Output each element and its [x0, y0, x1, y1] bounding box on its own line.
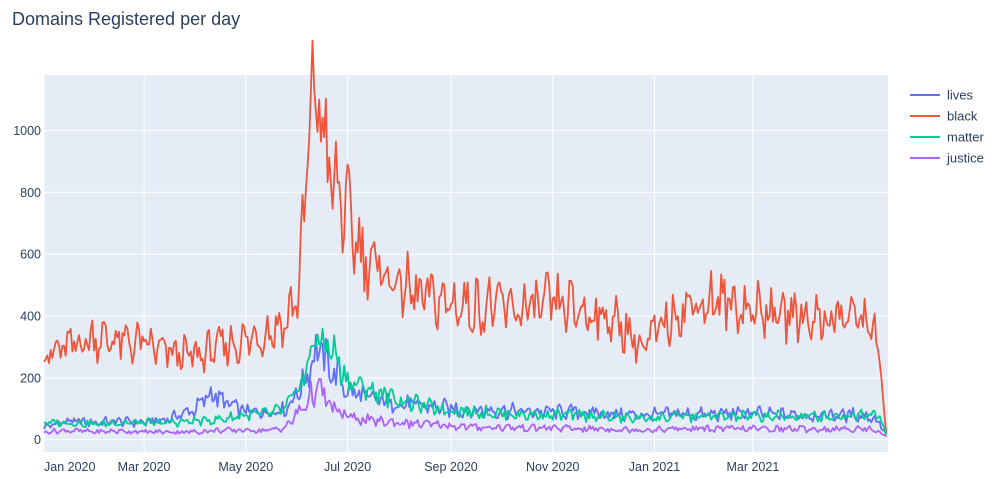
y-tick-label: 400: [20, 310, 41, 324]
x-tick-label: Mar 2021: [726, 460, 779, 474]
y-tick-label: 600: [20, 248, 41, 262]
x-axis: Jan 2020 Mar 2020 May 2020 Jul 2020 Sep 2020…: [44, 460, 779, 474]
x-tick-label: Jul 2020: [324, 460, 371, 474]
y-tick-label: 0: [34, 433, 41, 447]
legend-label-matter: matter: [947, 130, 985, 145]
y-tick-label: 200: [20, 371, 41, 385]
series-line-black: [43, 39, 888, 434]
legend[interactable]: lives black matter justice: [910, 88, 985, 166]
y-axis: 0 200 400 600 800 1000: [13, 124, 41, 447]
series-layer: [43, 39, 888, 438]
x-tick-label: May 2020: [218, 460, 273, 474]
gridlines: [43, 75, 888, 452]
legend-item-matter[interactable]: matter: [910, 130, 985, 145]
series-line-matter: [43, 327, 888, 436]
legend-label-justice: justice: [946, 151, 984, 166]
x-tick-label: Mar 2020: [118, 460, 171, 474]
x-tick-label: Jan 2020: [44, 460, 95, 474]
plot-area: [44, 75, 888, 452]
series-line-justice: [43, 377, 887, 438]
legend-label-lives: lives: [947, 88, 974, 103]
chart-title: Domains Registered per day: [12, 9, 240, 29]
legend-label-black: black: [947, 109, 978, 124]
legend-item-black[interactable]: black: [910, 109, 978, 124]
x-tick-label: Nov 2020: [526, 460, 580, 474]
x-tick-label: Sep 2020: [424, 460, 478, 474]
legend-item-lives[interactable]: lives: [910, 88, 974, 103]
legend-item-justice[interactable]: justice: [910, 151, 984, 166]
y-tick-label: 800: [20, 186, 41, 200]
x-tick-label: Jan 2021: [629, 460, 680, 474]
y-tick-label: 1000: [13, 124, 41, 138]
